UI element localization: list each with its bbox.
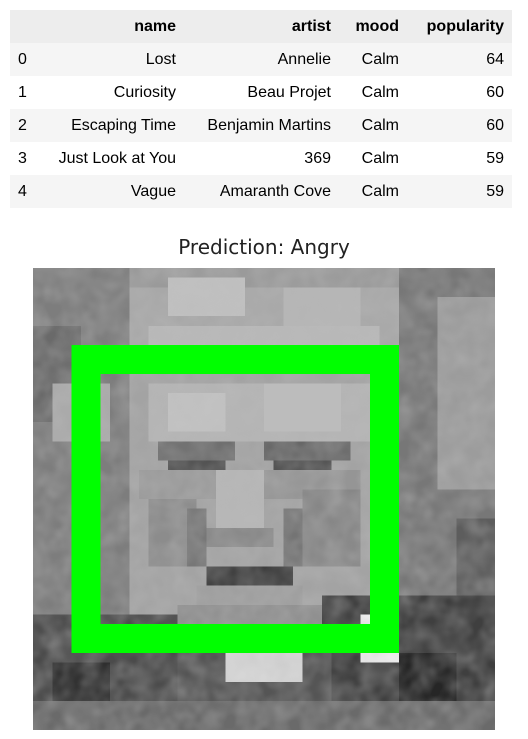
cell-mood: Calm <box>361 182 399 200</box>
table-row: 1 Curiosity Beau Projet Calm 60 <box>10 76 512 109</box>
dataframe-table: name artist mood popularity 0 Lost Annel… <box>10 10 512 208</box>
table-row: 4 Vague Amaranth Cove Calm 59 <box>10 175 512 208</box>
cell-mood: Calm <box>361 116 399 134</box>
cell-artist: Benjamin Martins <box>207 116 331 134</box>
cell-name: Vague <box>130 182 176 200</box>
row-index: 0 <box>18 50 27 68</box>
cell-artist: Annelie <box>277 50 331 68</box>
photo-pixels <box>33 268 495 730</box>
row-index: 2 <box>18 116 27 134</box>
cell-name: Curiosity <box>113 83 176 101</box>
cell-popularity: 60 <box>486 83 504 101</box>
cell-mood: Calm <box>361 149 399 167</box>
cell-popularity: 59 <box>486 182 504 200</box>
face-image <box>33 268 495 730</box>
plot-title: Prediction: Angry <box>178 235 350 259</box>
cell-name: Just Look at You <box>58 149 176 167</box>
cell-popularity: 64 <box>486 50 504 68</box>
table-row: 0 Lost Annelie Calm 64 <box>10 43 512 76</box>
table-header-row: name artist mood popularity <box>10 10 512 43</box>
cell-artist: Beau Projet <box>247 83 331 101</box>
column-header-popularity: popularity <box>426 17 504 35</box>
cell-artist: Amaranth Cove <box>219 182 331 200</box>
table-row: 2 Escaping Time Benjamin Martins Calm 60 <box>10 109 512 142</box>
cell-popularity: 59 <box>486 149 504 167</box>
column-header-name: name <box>134 17 176 35</box>
face-detection-box <box>71 345 399 653</box>
row-index: 1 <box>18 83 27 101</box>
dataframe-output: name artist mood popularity 0 Lost Annel… <box>10 10 512 208</box>
cell-popularity: 60 <box>486 116 504 134</box>
cell-mood: Calm <box>361 83 399 101</box>
cell-artist: 369 <box>304 149 331 167</box>
cell-mood: Calm <box>361 50 399 68</box>
row-index: 3 <box>18 149 27 167</box>
table-row: 3 Just Look at You 369 Calm 59 <box>10 142 512 175</box>
column-header-mood: mood <box>355 17 399 35</box>
column-header-artist: artist <box>291 17 331 35</box>
row-index: 4 <box>18 182 27 200</box>
column-header-index <box>10 10 40 43</box>
cell-name: Escaping Time <box>71 116 176 134</box>
cell-name: Lost <box>145 50 176 68</box>
